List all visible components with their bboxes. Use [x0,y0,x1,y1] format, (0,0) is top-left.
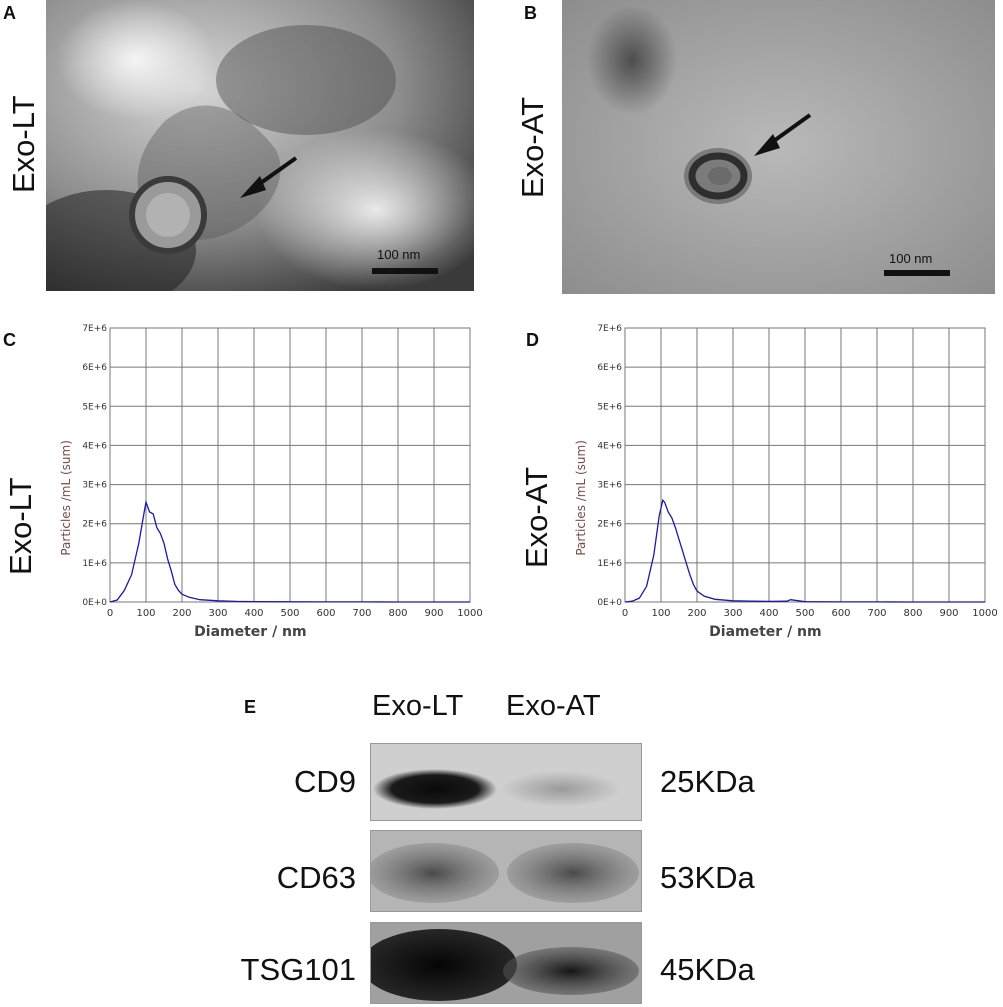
band-cd63-exo-at [507,843,639,903]
y-tick-label: 2E+6 [82,520,107,530]
x-tick-label: 300 [208,608,227,619]
x-tick-label: 400 [759,608,778,619]
scale-label-a: 100 nm [377,247,421,262]
wb-row-label-cd9: CD9 [293,764,356,799]
nta-chart-d-svg: 0 100 200 300 400 500 600 700 800 900 1000 0E+0 1E+6… [574,324,998,640]
x-tick-label: 400 [244,608,263,619]
x-tick-label: 300 [723,608,742,619]
wb-mw-cd63: 53KDa [660,860,755,895]
band-cd9-exo-lt [373,769,497,809]
y-tick-label: 3E+6 [597,481,622,491]
panel-b-side-label: Exo-AT [515,96,550,198]
y-axis-label: Particles /mL (sum) [59,440,73,556]
x-tick-label: 500 [795,608,814,619]
wb-mw-tsg101: 45KDa [660,952,755,987]
y-tick-label: 2E+6 [597,520,622,530]
wb-lane-exo-lt: Exo-LT [372,690,464,722]
wb-row-label-tsg101: TSG101 [240,952,356,987]
panel-d-letter: D [526,330,539,350]
y-tick-label: 7E+6 [82,324,107,334]
panel-c-letter: C [3,330,16,350]
y-tick-label: 3E+6 [82,481,107,491]
band-cd63-exo-lt [371,843,499,903]
x-tick-label: 200 [687,608,706,619]
x-tick-label: 800 [903,608,922,619]
y-tick-label: 5E+6 [597,402,622,412]
panel-b-letter: B [524,3,537,23]
panel-e-letter: E [244,697,257,717]
panel-a-side-label: Exo-LT [6,95,41,193]
y-tick-label: 5E+6 [82,402,107,412]
blot-strip-cd9 [370,743,642,821]
nta-chart-exo-at: 0 100 200 300 400 500 600 700 800 900 1000 0E+0 1E+6… [555,318,1003,654]
x-tick-label: 0 [107,608,113,619]
y-tick-label: 4E+6 [82,441,107,451]
x-tick-label: 700 [867,608,886,619]
panel-a-letter: A [3,3,16,23]
x-tick-label: 200 [172,608,191,619]
y-tick-label: 6E+6 [597,363,622,373]
x-axis-label: Diameter / nm [194,624,306,640]
x-tick-label: 1000 [972,608,997,619]
wb-row-label-cd63: CD63 [276,860,356,895]
x-tick-label: 700 [352,608,371,619]
y-tick-label: 1E+6 [82,559,107,569]
y-tick-label: 0E+0 [597,598,622,608]
nta-chart-exo-lt: 0 100 200 300 400 500 600 700 800 900 1000 0E+0 1E+6… [40,318,500,648]
x-tick-label: 900 [424,608,443,619]
series-line [624,498,985,603]
tem-image-exo-lt [46,0,474,291]
wb-mw-cd9: 25KDa [660,764,755,799]
panel-c-side-label: Exo-LT [3,477,38,575]
x-tick-label: 1000 [457,608,482,619]
x-tick-label: 900 [939,608,958,619]
y-tick-label: 6E+6 [82,363,107,373]
y-tick-label: 0E+0 [82,598,107,608]
tem-image-exo-at [562,0,995,294]
scale-label-b: 100 nm [889,251,933,266]
wb-lane-exo-at: Exo-AT [506,690,601,722]
y-axis-label: Particles /mL (sum) [574,440,588,556]
band-tsg101-exo-at [503,947,639,995]
y-tick-label: 1E+6 [597,559,622,569]
band-tsg101-exo-lt [371,929,517,1001]
y-tick-label: 7E+6 [597,324,622,334]
series-line [109,499,470,603]
blot-strip-cd63 [370,830,642,912]
y-tick-label: 4E+6 [597,441,622,451]
band-cd9-exo-at [501,771,621,807]
x-tick-label: 500 [280,608,299,619]
x-tick-label: 600 [316,608,335,619]
panel-d-side-label: Exo-AT [519,466,554,568]
x-tick-label: 100 [651,608,670,619]
x-tick-label: 800 [388,608,407,619]
x-tick-label: 600 [831,608,850,619]
x-tick-label: 100 [136,608,155,619]
blot-strip-tsg101 [370,922,642,1004]
nta-chart-c-svg: 0 100 200 300 400 500 600 700 800 900 1000 0E+0 1E+6… [59,324,483,640]
x-tick-label: 0 [622,608,628,619]
x-axis-label: Diameter / nm [709,624,821,640]
